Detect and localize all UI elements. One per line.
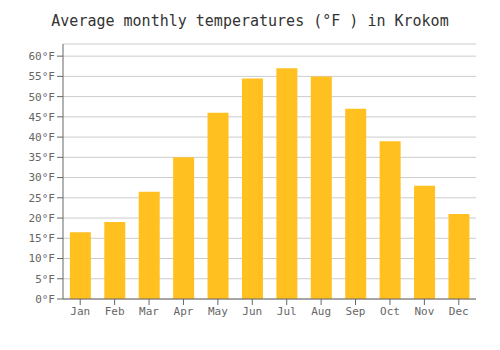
svg-text:45°F: 45°F (29, 111, 56, 124)
svg-text:Aug: Aug (311, 305, 331, 318)
svg-text:60°F: 60°F (29, 50, 56, 63)
svg-text:50°F: 50°F (29, 91, 56, 104)
svg-text:25°F: 25°F (29, 192, 56, 205)
html-text:Average monthly temperatures (: Average monthly temperatures (°F ) in Kr… (51, 12, 449, 30)
svg-text:30°F: 30°F (29, 171, 56, 184)
svg-text:40°F: 40°F (29, 131, 56, 144)
svg-text:35°F: 35°F (29, 151, 56, 164)
svg-text:Feb: Feb (105, 305, 125, 318)
svg-text:Jan: Jan (70, 305, 90, 318)
svg-text:Apr: Apr (174, 305, 194, 318)
svg-text:Jun: Jun (242, 305, 262, 318)
svg-text:10°F: 10°F (29, 252, 56, 265)
svg-text:Oct: Oct (380, 305, 400, 318)
svg-text:5°F: 5°F (35, 273, 55, 286)
svg-text:0°F: 0°F (35, 293, 55, 306)
svg-text:Mar: Mar (139, 305, 159, 318)
svg-text:15°F: 15°F (29, 232, 56, 245)
svg-text:Sep: Sep (346, 305, 366, 318)
svg-text:20°F: 20°F (29, 212, 56, 225)
svg-text:Dec: Dec (449, 305, 469, 318)
svg-text:Nov: Nov (414, 305, 434, 318)
svg-text:May: May (208, 305, 228, 318)
svg-text:Jul: Jul (277, 305, 297, 318)
svg-text:55°F: 55°F (29, 70, 56, 83)
